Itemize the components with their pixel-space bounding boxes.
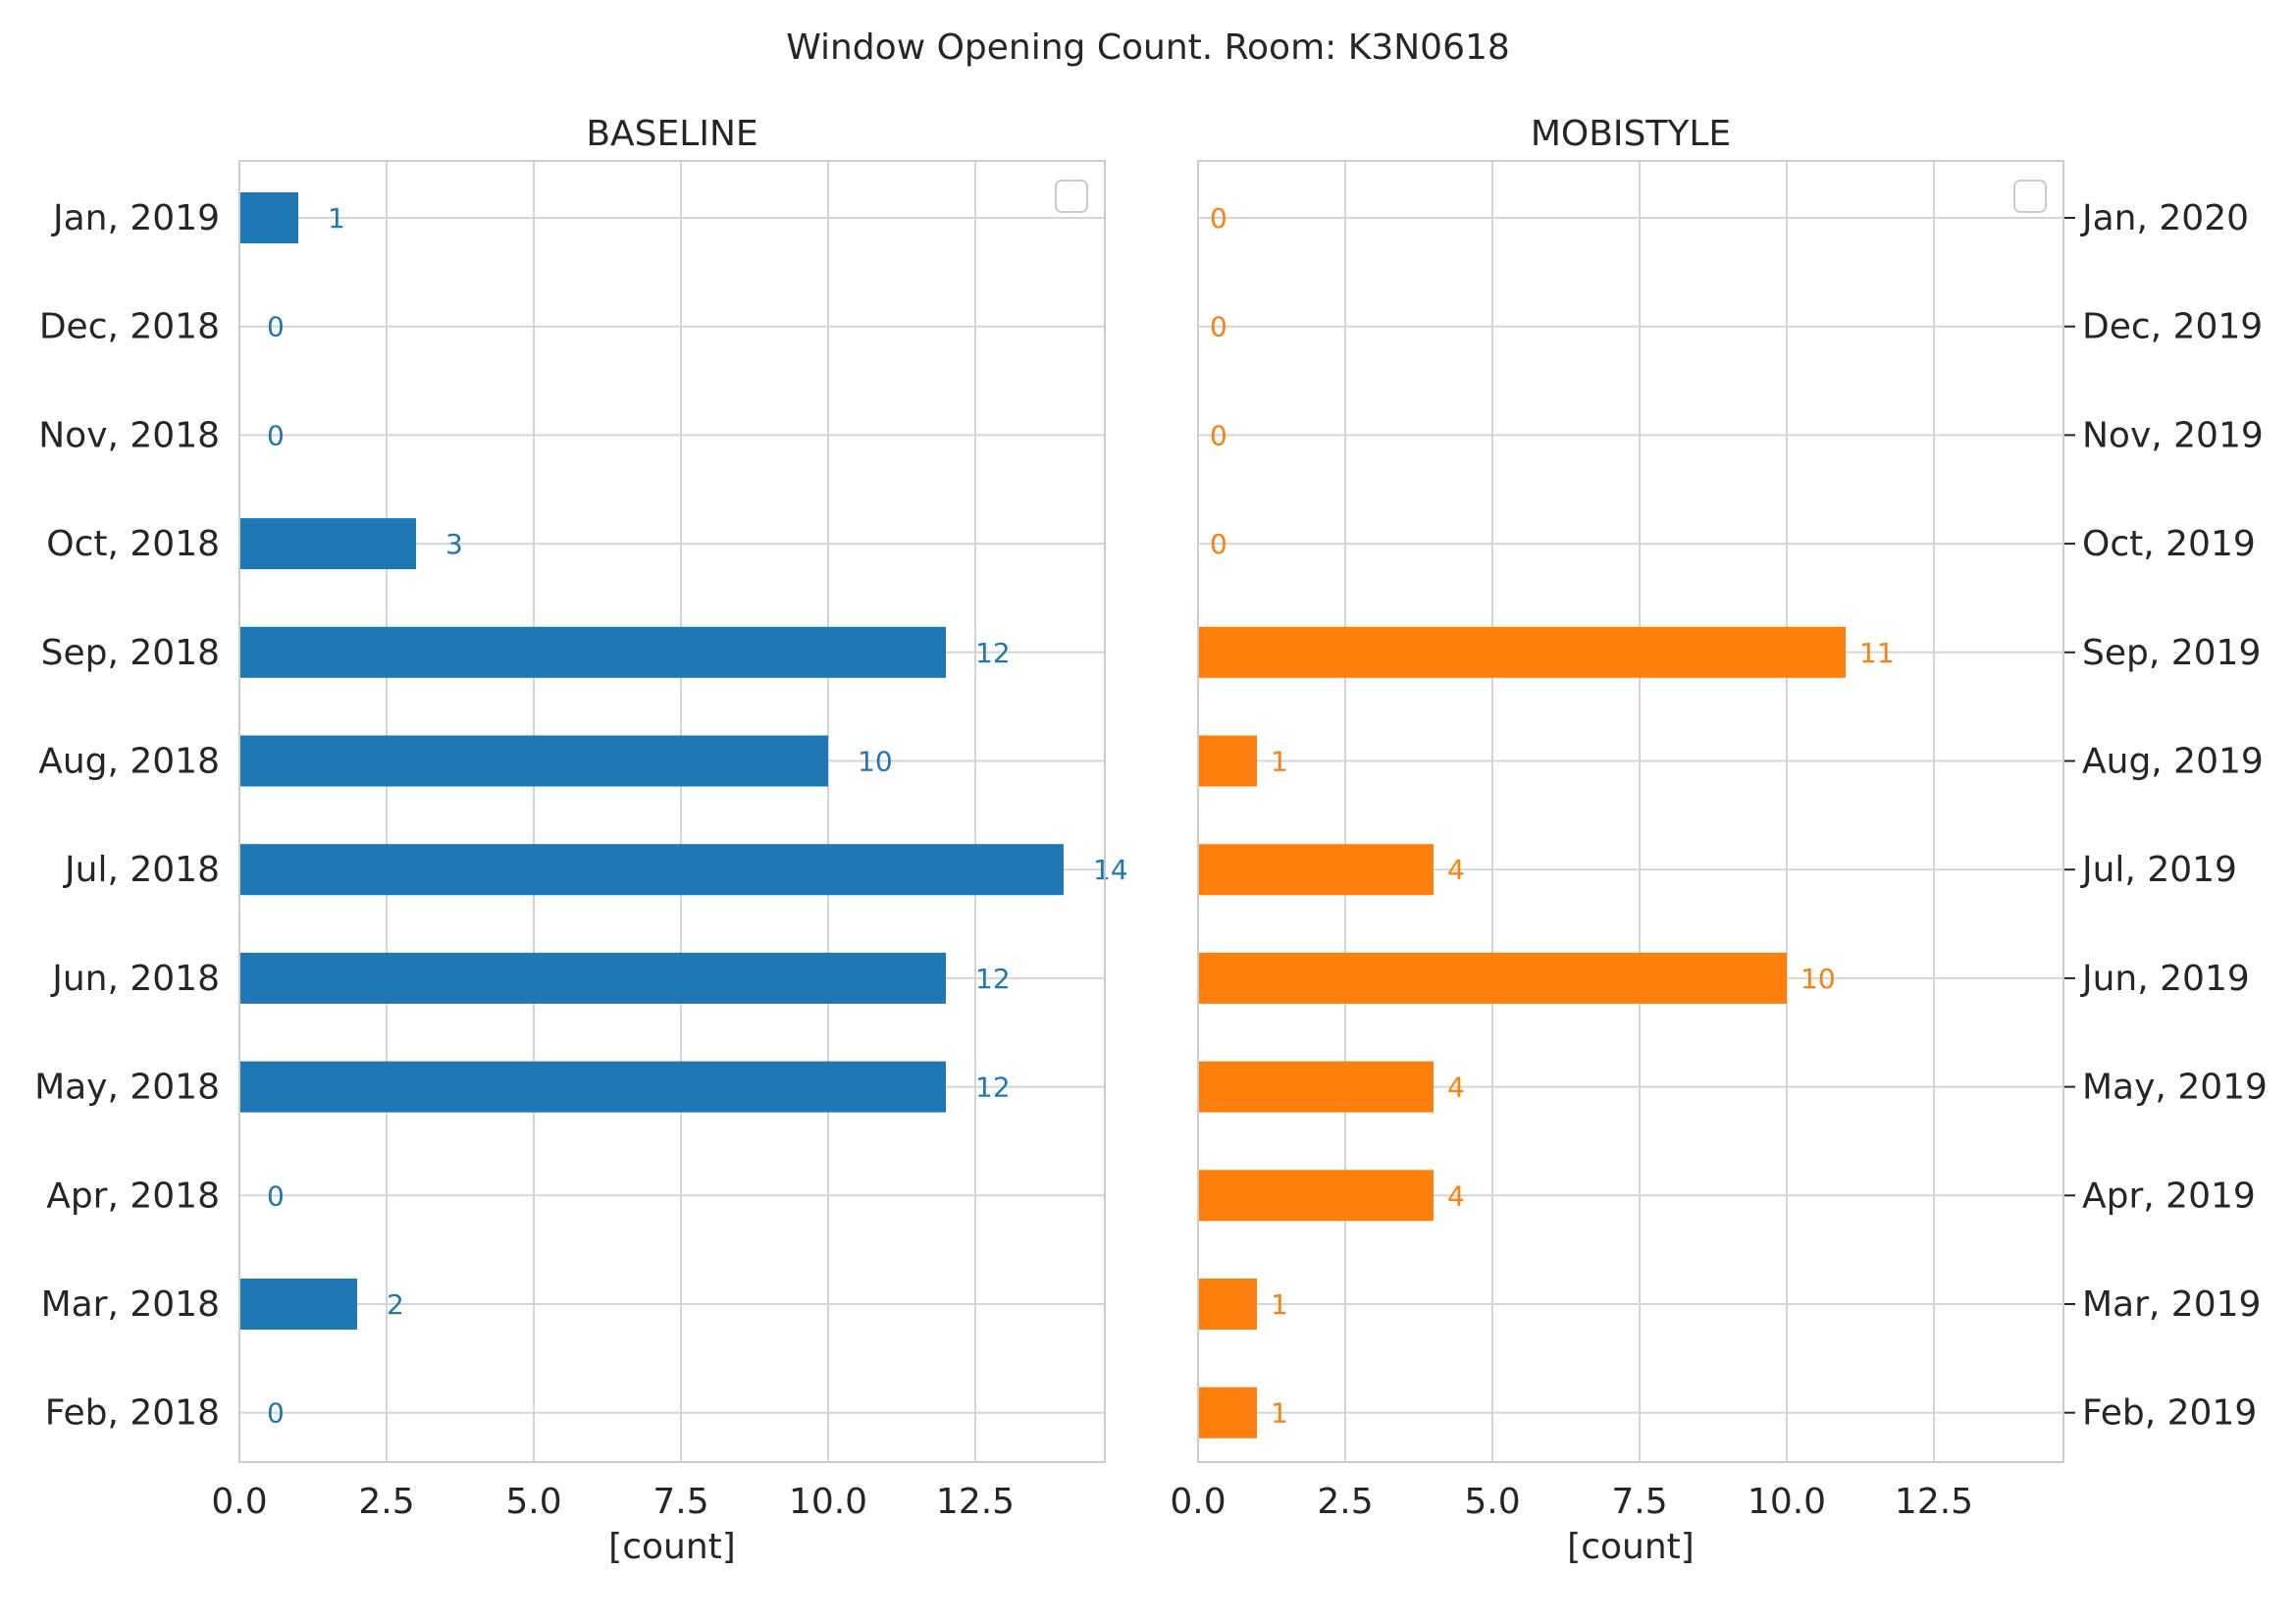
mobistyle-bar bbox=[1198, 1061, 1434, 1113]
baseline-bar bbox=[239, 626, 946, 678]
mobistyle-bar bbox=[1198, 952, 1787, 1004]
mobistyle-x-tick-label: 10.0 bbox=[1748, 1482, 1826, 1522]
baseline-y-tick-label: May, 2018 bbox=[34, 1068, 220, 1108]
baseline-x-axis-label: [count] bbox=[608, 1527, 736, 1567]
baseline-bar bbox=[239, 1279, 357, 1330]
mobistyle-data-label: 0 bbox=[1210, 202, 1227, 235]
mobistyle-x-tick-label: 2.5 bbox=[1317, 1482, 1373, 1522]
baseline-x-tick-label: 0.0 bbox=[211, 1482, 267, 1522]
baseline-y-tick-label: Jun, 2018 bbox=[50, 959, 220, 999]
mobistyle-bar bbox=[1198, 626, 1846, 678]
mobistyle-bar bbox=[1198, 1170, 1434, 1222]
mobistyle-y-tick-label: Feb, 2019 bbox=[2082, 1393, 2257, 1434]
mobistyle-y-tick-label: Sep, 2019 bbox=[2082, 633, 2261, 673]
mobistyle-y-tick-label: Oct, 2019 bbox=[2082, 524, 2256, 564]
baseline-data-label: 0 bbox=[267, 1397, 285, 1430]
baseline-bar bbox=[239, 1061, 946, 1113]
baseline-legend bbox=[1055, 180, 1088, 213]
mobistyle-data-label: 0 bbox=[1210, 311, 1227, 343]
baseline-y-tick-label: Apr, 2018 bbox=[46, 1176, 220, 1216]
baseline-y-tick-label: Mar, 2018 bbox=[41, 1284, 220, 1325]
mobistyle-y-tick-label: Mar, 2019 bbox=[2082, 1284, 2261, 1325]
baseline-y-tick-label: Feb, 2018 bbox=[45, 1393, 220, 1434]
mobistyle-data-label: 4 bbox=[1447, 854, 1465, 886]
baseline-axes-frame bbox=[238, 160, 1106, 1463]
baseline-y-tick-label: Jan, 2019 bbox=[51, 198, 220, 238]
mobistyle-data-label: 1 bbox=[1271, 1397, 1288, 1430]
mobistyle-bar bbox=[1198, 735, 1257, 787]
baseline-data-label: 0 bbox=[267, 419, 285, 451]
mobistyle-axes-frame bbox=[1197, 160, 2064, 1463]
baseline-bar bbox=[239, 518, 416, 570]
baseline-y-tick-label: Jul, 2018 bbox=[63, 850, 220, 890]
mobistyle-title: MOBISTYLE bbox=[1531, 114, 1731, 154]
mobistyle-y-tick-label: Nov, 2019 bbox=[2082, 415, 2264, 455]
baseline-x-tick-label: 10.0 bbox=[789, 1482, 867, 1522]
baseline-x-tick-label: 12.5 bbox=[936, 1482, 1015, 1522]
mobistyle-x-tick-label: 0.0 bbox=[1170, 1482, 1226, 1522]
baseline-y-tick-label: Nov, 2018 bbox=[38, 415, 220, 455]
baseline-data-label: 3 bbox=[445, 528, 463, 560]
mobistyle-x-tick-label: 5.0 bbox=[1464, 1482, 1520, 1522]
mobistyle-bar bbox=[1198, 1279, 1257, 1330]
panel-baseline: BASELINE 0.0 2.5 5.0 7.5 10.0 12.5 Jan, 2019 Dec… bbox=[34, 114, 1128, 1567]
baseline-bar bbox=[239, 844, 1064, 896]
mobistyle-x-tick-label: 12.5 bbox=[1895, 1482, 1973, 1522]
baseline-bar bbox=[239, 192, 298, 243]
baseline-data-label: 12 bbox=[975, 637, 1011, 669]
mobistyle-data-label: 10 bbox=[1800, 963, 1836, 995]
baseline-x-tick-label: 5.0 bbox=[505, 1482, 561, 1522]
mobistyle-data-label: 11 bbox=[1859, 637, 1895, 669]
baseline-data-label: 0 bbox=[267, 1179, 285, 1212]
mobistyle-data-label: 0 bbox=[1210, 419, 1227, 451]
baseline-data-label: 1 bbox=[328, 202, 345, 235]
baseline-y-tick-label: Oct, 2018 bbox=[46, 524, 220, 564]
mobistyle-y-tick-label: Jan, 2020 bbox=[2080, 198, 2249, 238]
mobistyle-data-label: 1 bbox=[1271, 1288, 1288, 1321]
baseline-data-label: 0 bbox=[267, 311, 285, 343]
mobistyle-bar bbox=[1198, 1387, 1257, 1439]
mobistyle-y-tick-label: Apr, 2019 bbox=[2082, 1176, 2256, 1216]
baseline-x-tick-label: 2.5 bbox=[358, 1482, 414, 1522]
baseline-y-tick-label: Aug, 2018 bbox=[38, 742, 220, 782]
mobistyle-y-tick-label: May, 2019 bbox=[2082, 1068, 2268, 1108]
mobistyle-data-label: 1 bbox=[1271, 746, 1288, 778]
figure-title: Window Opening Count. Room: K3N0618 bbox=[786, 27, 1510, 68]
baseline-data-label: 12 bbox=[975, 1072, 1011, 1104]
mobistyle-data-label: 0 bbox=[1210, 528, 1227, 560]
mobistyle-data-label: 4 bbox=[1447, 1179, 1465, 1212]
baseline-y-tick-label: Sep, 2018 bbox=[41, 633, 220, 673]
baseline-bar bbox=[239, 735, 828, 787]
mobistyle-legend bbox=[2013, 180, 2047, 213]
baseline-data-label: 10 bbox=[858, 746, 893, 778]
mobistyle-x-axis-label: [count] bbox=[1567, 1527, 1695, 1567]
mobistyle-data-label: 4 bbox=[1447, 1072, 1465, 1104]
mobistyle-y-tick-label: Aug, 2019 bbox=[2082, 742, 2264, 782]
baseline-x-tick-label: 7.5 bbox=[652, 1482, 708, 1522]
baseline-data-label: 14 bbox=[1093, 854, 1128, 886]
mobistyle-y-tick-label: Dec, 2019 bbox=[2082, 307, 2263, 347]
mobistyle-bar bbox=[1198, 844, 1434, 896]
baseline-y-tick-label: Dec, 2018 bbox=[39, 307, 220, 347]
mobistyle-y-tick-label: Jun, 2019 bbox=[2080, 959, 2250, 999]
baseline-title: BASELINE bbox=[586, 114, 757, 154]
panel-mobistyle: MOBISTYLE 0.0 2.5 5.0 7.5 10.0 12.5 Jan, 2020 De… bbox=[1170, 114, 2268, 1567]
baseline-data-label: 2 bbox=[387, 1288, 404, 1321]
baseline-data-label: 12 bbox=[975, 963, 1011, 995]
baseline-bar bbox=[239, 952, 946, 1004]
mobistyle-x-tick-label: 7.5 bbox=[1611, 1482, 1667, 1522]
mobistyle-y-tick-label: Jul, 2019 bbox=[2080, 850, 2237, 890]
